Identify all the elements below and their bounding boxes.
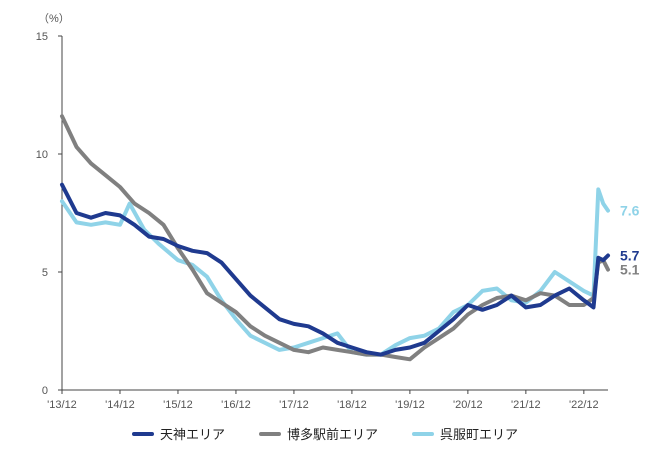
legend-swatch-tenjin: [131, 431, 154, 436]
x-tick-label: '21/12: [511, 399, 541, 411]
series-end-label-2: 7.6: [620, 203, 640, 219]
series-line-1: [60, 114, 610, 362]
legend-swatch-gofukumachi: [412, 431, 434, 436]
y-tick-label: 0: [42, 385, 48, 397]
series-line-2: [60, 187, 610, 357]
legend-item-gofukumachi: 呉服町エリア: [412, 424, 518, 443]
x-tick-label: '16/12: [221, 399, 251, 411]
legend: 天神エリア 博多駅前エリア 呉服町エリア: [0, 424, 650, 443]
y-axis-unit-label: （%）: [38, 12, 70, 25]
x-tick-label: '18/12: [337, 399, 367, 411]
series-end-label-0: 5.7: [620, 247, 640, 263]
x-tick-label: '15/12: [163, 399, 193, 411]
series-end-labels: 7.6 5.15.7: [620, 203, 640, 278]
y-tick-label: 15: [36, 31, 48, 43]
x-axis-ticks: '13/12 '14/12 '15/12 '16/12 '17/12 '18/12 '19/…: [47, 390, 599, 411]
x-tick-label: '17/12: [279, 399, 309, 411]
legend-item-tenjin: 天神エリア: [131, 424, 225, 443]
y-tick-label: 10: [36, 149, 48, 161]
legend-label-gofukumachi: 呉服町エリア: [440, 427, 519, 442]
x-tick-label: '19/12: [395, 399, 425, 411]
y-axis-ticks: 0 5 10 15: [36, 31, 62, 397]
x-tick-label: '14/12: [105, 399, 135, 411]
x-tick-label: '13/12: [47, 399, 77, 411]
legend-label-hakata: 博多駅前エリア: [286, 427, 378, 442]
x-tick-label: '20/12: [453, 399, 483, 411]
series-line-0: [60, 182, 610, 357]
legend-swatch-hakata: [258, 431, 281, 436]
series-end-label-1: 5.1: [620, 262, 640, 278]
legend-item-hakata: 博多駅前エリア: [258, 424, 378, 443]
series-lines: [60, 114, 610, 362]
x-tick-label: '22/12: [569, 399, 599, 411]
legend-label-tenjin: 天神エリア: [159, 427, 225, 442]
y-tick-label: 5: [42, 267, 48, 279]
